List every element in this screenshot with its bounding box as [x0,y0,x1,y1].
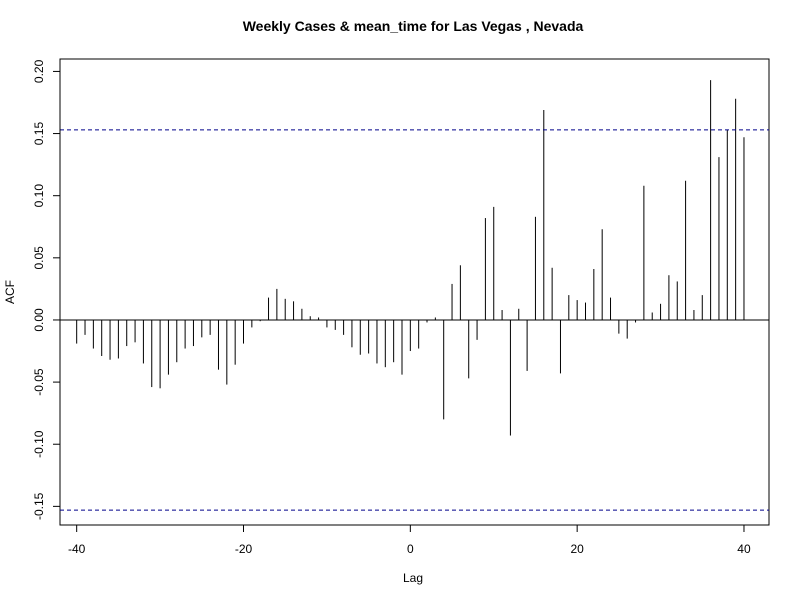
acf-bars [76,80,745,436]
y-axis: -0.15 -0.10 -0.05 0.00 0.05 0.10 0.15 0.20 [32,59,61,520]
y-tick-label: -0.15 [32,492,46,520]
x-tick-label: 0 [407,542,414,556]
y-tick-label: 0.15 [32,122,46,146]
y-tick-label: 0.05 [32,246,46,270]
y-tick-label: 0.00 [32,308,46,332]
y-tick-label: 0.20 [32,59,46,83]
x-tick-label: -40 [68,542,86,556]
chart-title: Weekly Cases & mean_time for Las Vegas ,… [243,18,584,34]
y-tick-label: -0.10 [32,430,46,458]
y-axis-label: ACF [3,280,17,304]
x-tick-label: 40 [737,542,751,556]
plot-frame [59,58,770,526]
x-tick-label: 20 [570,542,584,556]
x-tick-label: -20 [235,542,253,556]
x-axis: -40 -20 0 20 40 [68,524,751,556]
y-tick-label: 0.10 [32,184,46,208]
y-tick-label: -0.05 [32,368,46,396]
x-axis-label: Lag [403,571,423,585]
